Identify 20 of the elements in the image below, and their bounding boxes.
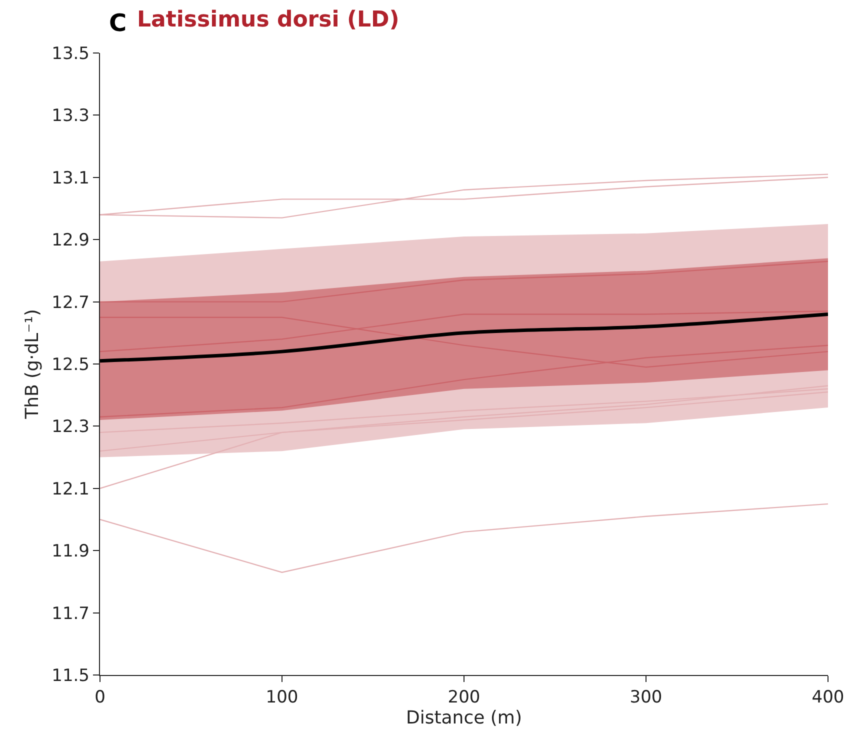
y-tick-label: 12.5 bbox=[52, 354, 90, 375]
y-tick-label: 11.9 bbox=[52, 542, 90, 562]
y-tick-label: 13.1 bbox=[52, 168, 90, 188]
y-tick-label: 11.5 bbox=[52, 666, 90, 686]
y-tick-label: 13.5 bbox=[52, 44, 90, 64]
chart-title: Latissimus dorsi (LD) bbox=[136, 7, 400, 32]
y-tick-label: 11.7 bbox=[52, 604, 90, 624]
y-tick-label: 12.3 bbox=[52, 417, 90, 438]
text: C bbox=[109, 9, 127, 37]
x-axis-title: Distance (m) bbox=[406, 708, 522, 728]
x-tick-label: 300 bbox=[630, 688, 662, 708]
x-tick-label: 100 bbox=[266, 688, 298, 708]
y-tick-label: 13.3 bbox=[52, 106, 90, 126]
x-tick-label: 400 bbox=[812, 688, 844, 708]
y-tick-label: 12.1 bbox=[52, 479, 90, 500]
y-tick-label: 12.9 bbox=[52, 230, 90, 251]
y-tick-label: 12.7 bbox=[52, 292, 90, 313]
y-axis-title: ThB (g·dL⁻¹) bbox=[22, 309, 43, 420]
x-tick-label: 0 bbox=[94, 688, 106, 708]
x-tick-label: 200 bbox=[448, 688, 480, 708]
